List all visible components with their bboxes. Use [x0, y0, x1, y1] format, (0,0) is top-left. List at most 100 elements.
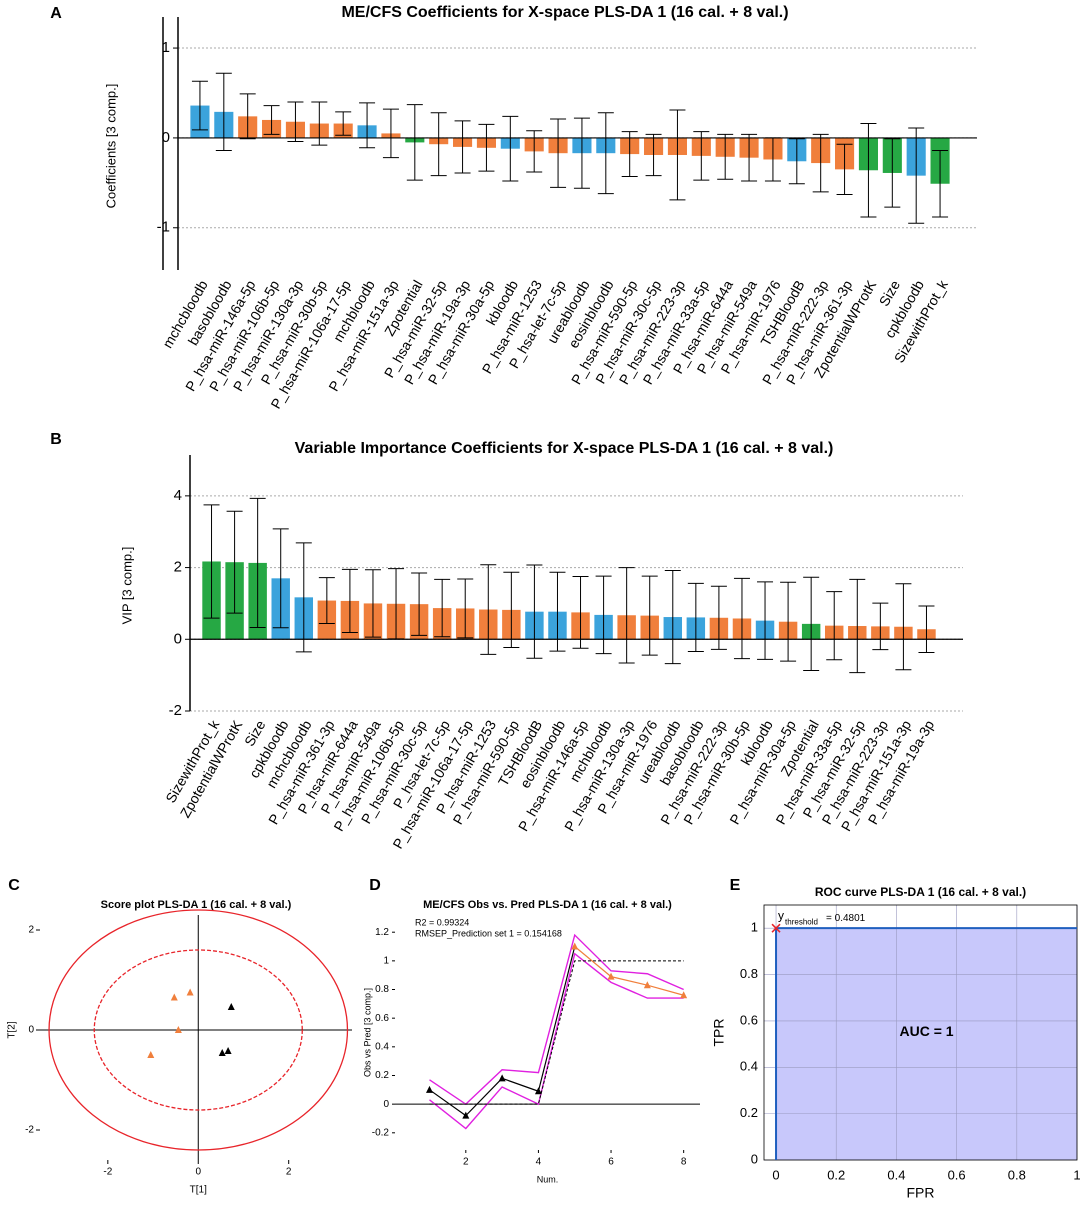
x-axis-label: FPR: [907, 1185, 935, 1201]
y-axis-label: T[2]: [7, 1021, 18, 1038]
error-bar: [406, 104, 423, 181]
y-axis-label: Coefficients [3 comp.]: [103, 84, 118, 209]
y-tick-label: 4: [174, 487, 182, 504]
x-tick-label: 0.8: [1008, 1167, 1026, 1182]
error-bar: [272, 528, 289, 629]
line-segment: [610, 976, 648, 986]
error-bar: [226, 510, 243, 614]
error-bar: [263, 105, 280, 135]
y-tick-label: 1: [383, 955, 389, 966]
threshold-symbol: y: [778, 908, 784, 922]
x-axis-label: Num.: [537, 1174, 559, 1184]
point: [170, 993, 178, 1001]
threshold-subscript: threshold: [785, 917, 818, 926]
y-tick-label: 0.2: [375, 1070, 389, 1081]
error-bar: [382, 108, 399, 159]
y-tick-label: -0.2: [372, 1127, 390, 1138]
point: [186, 988, 194, 996]
error-bar: [203, 504, 220, 619]
error-bar: [621, 131, 638, 178]
error-bar: [573, 117, 590, 189]
error-bar: [803, 576, 820, 671]
error-bar: [780, 581, 797, 662]
error-bar: [549, 571, 566, 652]
y-tick-label: 0.8: [375, 984, 389, 995]
error-bar: [239, 93, 256, 140]
auc-annotation: AUC = 1: [899, 1023, 953, 1039]
point: [425, 1085, 433, 1093]
error-bar: [550, 118, 567, 188]
error-bar: [457, 578, 474, 639]
y-tick-label: 0.6: [740, 1012, 758, 1027]
y-tick-label: 2: [174, 559, 182, 576]
error-bar: [249, 497, 266, 628]
error-bar: [664, 569, 681, 665]
error-bar: [836, 143, 853, 196]
x-tick-label: 4: [536, 1157, 542, 1168]
y-tick-label: 0.4: [740, 1059, 758, 1074]
y-axis-label: VIP [3 comp.]: [119, 547, 134, 625]
x-tick-label: 0.2: [827, 1167, 845, 1182]
y-tick-label: -2: [169, 702, 182, 719]
y-tick-label: 2: [28, 925, 34, 936]
point: [227, 1003, 235, 1010]
error-bar: [526, 564, 543, 659]
error-bar: [918, 605, 935, 654]
area: [776, 928, 1077, 1160]
plot-frame: [763, 904, 1078, 1161]
error-bar: [812, 133, 829, 193]
panel-label: C: [8, 877, 20, 894]
threshold-value: = 0.4801: [826, 913, 866, 924]
point: [571, 942, 579, 950]
y-axis-label: TPR: [711, 1019, 727, 1047]
error-bar: [895, 583, 912, 671]
error-bar: [318, 577, 335, 625]
error-bar: [335, 111, 352, 136]
confidence-ellipse: [48, 909, 349, 1151]
x-tick-label: 6: [608, 1157, 614, 1168]
error-bar: [687, 582, 704, 652]
error-bar: [341, 568, 358, 633]
annotation: RMSEP_Prediction set 1 = 0.154168: [415, 928, 562, 938]
chart-title: ME/CFS Coefficients for X-space PLS-DA 1…: [341, 4, 788, 21]
error-bar: [932, 149, 949, 218]
error-bar: [849, 578, 866, 674]
point: [147, 1051, 155, 1058]
error-bar: [884, 138, 901, 208]
error-bar: [572, 576, 589, 649]
x-tick-label: 0: [195, 1167, 201, 1178]
point: [174, 1026, 182, 1033]
point: [462, 1111, 470, 1119]
line-segment: [647, 984, 684, 996]
x-tick-label: -2: [103, 1167, 112, 1178]
line-segment: [574, 946, 612, 978]
line-segment: [501, 1077, 539, 1092]
error-bar: [364, 569, 381, 638]
line: [429, 952, 684, 1130]
error-bar: [860, 123, 877, 218]
error-bar: [502, 115, 519, 182]
point: [680, 991, 688, 999]
error-bar: [693, 131, 710, 181]
error-bar: [454, 120, 471, 174]
point: [224, 1047, 232, 1054]
error-bar: [295, 542, 312, 653]
line: [429, 960, 684, 1105]
error-bar: [872, 602, 889, 651]
y-tick-label: 1.2: [375, 927, 389, 938]
panel-label: A: [50, 5, 62, 22]
line-segment: [465, 1077, 503, 1117]
y-tick-label: -2: [25, 1125, 34, 1136]
error-bar: [359, 102, 376, 149]
panel-label: D: [369, 877, 381, 894]
error-bar: [287, 101, 304, 143]
error-bar: [430, 112, 447, 177]
chart-title: ROC curve PLS-DA 1 (16 cal. + 8 val.): [815, 885, 1026, 899]
error-bar: [618, 567, 635, 664]
panel-label: E: [730, 877, 741, 894]
chart-title: Score plot PLS-DA 1 (16 cal. + 8 val.): [101, 899, 292, 911]
x-tick-label: 0.6: [948, 1167, 966, 1182]
point: [607, 972, 615, 980]
y-tick-label: 0.2: [740, 1105, 758, 1120]
